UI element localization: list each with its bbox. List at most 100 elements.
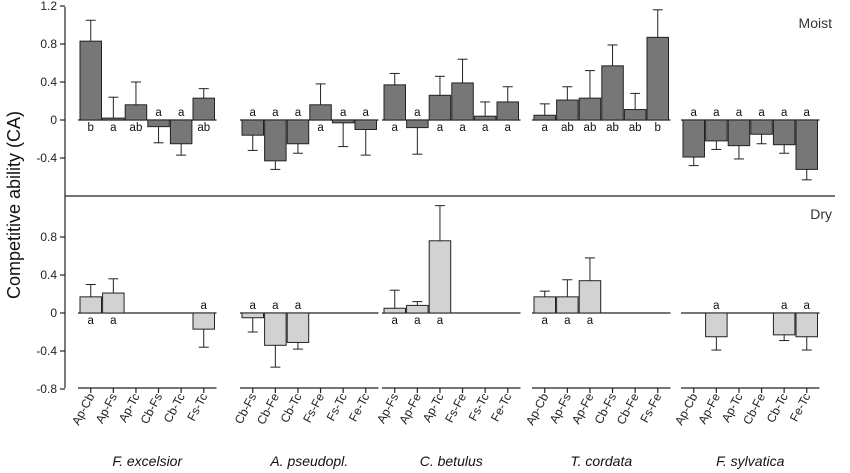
bar xyxy=(646,36,669,121)
bar xyxy=(578,97,602,121)
y-tick-label: 0 xyxy=(50,113,57,127)
bar xyxy=(286,119,310,145)
significance-letter: a xyxy=(201,300,208,312)
significance-letter: a xyxy=(459,122,466,134)
species-label: T. cordata xyxy=(570,453,632,469)
significance-letter: a xyxy=(587,315,594,327)
significance-letter: a xyxy=(542,315,549,327)
bar xyxy=(533,114,556,121)
significance-letter: ab xyxy=(130,122,143,134)
significance-letter: a xyxy=(713,300,720,312)
bar xyxy=(79,40,102,121)
y-axis-label: Competitive ability (CA) xyxy=(4,111,24,299)
y-tick-label: 0.4 xyxy=(40,268,57,282)
significance-letter: a xyxy=(155,107,162,119)
x-category-label: Fs-Tc xyxy=(324,391,350,423)
bar xyxy=(264,119,287,162)
significance-letter: a xyxy=(414,315,421,327)
bar xyxy=(147,119,170,128)
x-category-label: Ap-Fs xyxy=(93,391,120,426)
significance-letter: a xyxy=(781,107,788,119)
significance-letter: a xyxy=(781,300,788,312)
bar xyxy=(309,104,332,121)
x-category-label: Cb-Tc xyxy=(278,391,305,425)
significance-letter: a xyxy=(272,107,279,119)
significance-letter: a xyxy=(736,107,743,119)
x-category-label: Cb-Fe xyxy=(614,391,642,427)
bar xyxy=(102,117,125,121)
significance-letter: a xyxy=(713,107,720,119)
bar xyxy=(772,312,796,336)
bar xyxy=(682,119,705,158)
bar xyxy=(556,296,579,314)
bar xyxy=(623,109,647,121)
significance-letter: a xyxy=(110,315,117,327)
significance-letter: a xyxy=(272,300,279,312)
significance-letter: a xyxy=(363,107,370,119)
significance-letter: a xyxy=(542,122,549,134)
panel-label-dry: Dry xyxy=(810,206,832,222)
axes: 1.2 0.8 0.4 0 -0.4 0.8 0.4 0 -0.4 -0.8 xyxy=(36,0,835,396)
species-label: A. pseudopl. xyxy=(269,453,348,469)
bar xyxy=(473,115,497,121)
x-category-label: Ap-Cb xyxy=(672,391,700,428)
species-label: F. sylvatica xyxy=(716,453,784,469)
bar xyxy=(727,119,751,147)
significance-letter: a xyxy=(392,315,399,327)
bar xyxy=(533,296,556,314)
bar xyxy=(795,312,818,338)
significance-letter: a xyxy=(691,107,698,119)
species-label: F. excelsior xyxy=(112,453,183,469)
significance-letter: a xyxy=(437,315,444,327)
significance-letter: a xyxy=(295,300,302,312)
bar xyxy=(496,101,519,121)
significance-letter: a xyxy=(178,107,185,119)
significance-letter: ab xyxy=(584,122,597,134)
x-category-label: Fe-Tc xyxy=(346,391,372,424)
significance-letter: ab xyxy=(197,122,210,134)
species-label: C. betulus xyxy=(420,453,483,469)
x-category-label: Fe-Tc xyxy=(787,391,813,424)
x-category-label: Cb-Fs xyxy=(137,391,165,426)
bar xyxy=(241,312,264,319)
x-category-label: Cb-Tc xyxy=(764,391,791,425)
bar xyxy=(705,312,728,338)
x-category-label: Fs-Fe xyxy=(300,391,327,426)
bar xyxy=(192,312,215,330)
significance-letter: a xyxy=(88,315,95,327)
y-tick-label: 0.8 xyxy=(40,37,57,51)
bar xyxy=(578,280,602,314)
x-category-label: Cb-Fe xyxy=(254,391,282,427)
bar xyxy=(750,119,773,135)
y-tick-label: 0.8 xyxy=(40,230,57,244)
x-category-label: Cb-Tc xyxy=(161,391,188,425)
bar xyxy=(331,119,355,124)
bar xyxy=(556,99,579,121)
significance-letter: ab xyxy=(629,122,642,134)
significance-letter: b xyxy=(655,122,661,134)
bar xyxy=(406,304,429,314)
bar xyxy=(383,84,406,121)
significance-letter: ab xyxy=(606,122,619,134)
significance-letter: a xyxy=(437,122,444,134)
significance-letter: b xyxy=(88,122,94,134)
x-category-label: Ap-Cb xyxy=(523,391,551,428)
bar xyxy=(102,292,125,314)
x-category-label: Cb-Fe xyxy=(740,391,768,427)
y-tick-label: -0.8 xyxy=(36,382,57,396)
x-category-label: Fs-Fe xyxy=(637,391,664,426)
significance-letter: a xyxy=(392,122,399,134)
bar xyxy=(264,312,287,346)
bar xyxy=(286,312,310,343)
bar xyxy=(169,119,193,145)
x-category-label: Ap-Fe xyxy=(396,391,424,427)
bars xyxy=(79,9,818,368)
bar xyxy=(428,94,452,121)
significance-letter: a xyxy=(505,122,512,134)
bar xyxy=(241,119,264,136)
bar xyxy=(428,240,452,314)
significance-letter: a xyxy=(250,300,257,312)
y-tick-label: 0 xyxy=(50,306,57,320)
significance-letter: a xyxy=(340,107,347,119)
